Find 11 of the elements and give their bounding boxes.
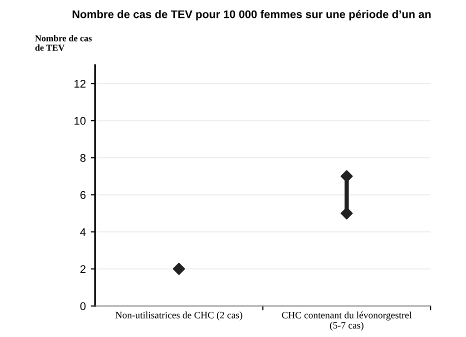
y-tick-label: 2 (80, 265, 86, 273)
x-tick-label: Non-utilisatrices de CHC (2 cas) (116, 312, 242, 320)
y-axis-title: Nombre de cas de TEV (35, 34, 92, 51)
chart-title: Nombre de cas de TEV pour 10 000 femmes sur une période d’un an (72, 10, 431, 20)
y-tick-label: 10 (74, 116, 86, 125)
y-tick-label: 12 (74, 80, 86, 88)
y-tick-label: 6 (80, 191, 86, 199)
x-tick-label: CHC contenant du lévonorgestrel (5-7 cas) (282, 312, 412, 331)
y-tick-label: 8 (80, 154, 86, 162)
y-tick-label: 4 (80, 228, 86, 236)
y-tick-label: 0 (80, 302, 86, 310)
